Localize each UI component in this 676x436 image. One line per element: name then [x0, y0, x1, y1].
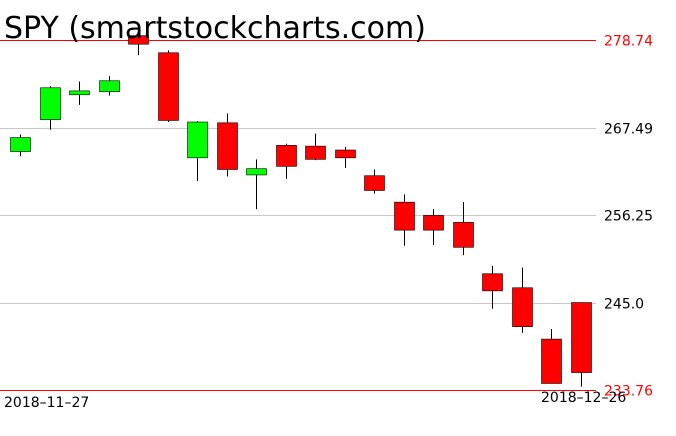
candle-down	[482, 265, 503, 309]
candle-body	[158, 52, 179, 121]
x-end-label: 2018–12–26	[541, 390, 626, 406]
candle-down	[364, 169, 385, 194]
candle-body	[423, 215, 444, 231]
candle-up	[10, 134, 31, 157]
candle-body	[246, 168, 267, 176]
y-tick-label: 245.0	[604, 297, 644, 313]
candle-down	[512, 267, 533, 333]
candle-down	[541, 328, 562, 384]
candle-body	[512, 287, 533, 327]
candle-down	[305, 133, 326, 161]
candle-down	[394, 194, 415, 246]
candle-up	[40, 86, 61, 130]
candle-body	[217, 122, 238, 170]
candle-body	[394, 201, 415, 231]
candle-body	[541, 338, 562, 384]
candle-up	[187, 121, 208, 182]
candle-down	[217, 113, 238, 177]
candles	[10, 35, 592, 387]
x-start-label: 2018–11–27	[4, 395, 89, 411]
y-tick-label: 256.25	[604, 209, 653, 225]
candle-body	[187, 121, 208, 159]
candle-down	[158, 50, 179, 123]
candle-down	[276, 143, 297, 179]
y-tick-label: 278.74	[604, 34, 653, 50]
candle-down	[571, 302, 592, 387]
candle-body	[335, 149, 356, 159]
candle-body	[453, 222, 474, 248]
candle-up	[246, 159, 267, 210]
candle-body	[10, 137, 31, 152]
gridlines	[0, 40, 596, 391]
candle-body	[40, 87, 61, 120]
candle-down	[128, 35, 149, 56]
y-tick-label: 267.49	[604, 122, 653, 138]
candle-body	[364, 175, 385, 191]
y-tick-label: 233.76	[604, 384, 653, 400]
y-tick-labels: 278.74 267.49 256.25 245.0 233.76	[604, 34, 653, 400]
candle-body	[571, 302, 592, 373]
candle-body	[69, 90, 90, 96]
candle-body	[482, 273, 503, 292]
candle-body	[128, 35, 149, 45]
candle-up	[99, 76, 120, 96]
candle-body	[276, 145, 297, 167]
candle-body	[305, 145, 326, 160]
candle-down	[335, 146, 356, 168]
candle-down	[453, 202, 474, 256]
candle-up	[69, 81, 90, 105]
candle-body	[99, 80, 120, 92]
chart-title: SPY (smartstockcharts.com)	[4, 11, 426, 46]
candle-down	[423, 209, 444, 245]
